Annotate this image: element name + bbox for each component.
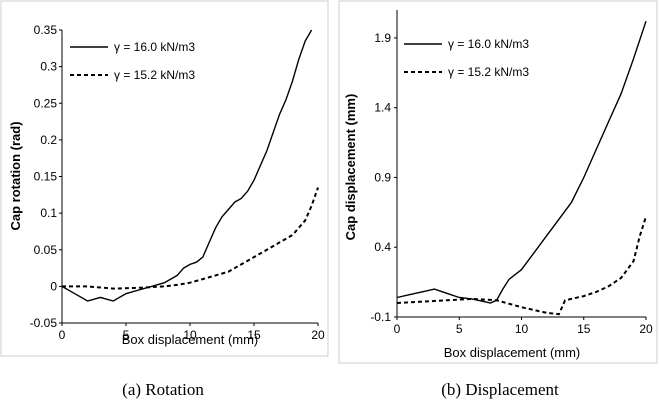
x-tick-label: 5 (123, 328, 130, 342)
y-tick-label: -0.05 (30, 316, 58, 330)
y-axis-title: Cap displacement (mm) (343, 94, 358, 241)
data-series (61, 29, 319, 302)
x-tick-label: 15 (247, 328, 261, 342)
legend-label: γ = 15.2 kN/m3 (448, 65, 529, 79)
chart-frame (338, 0, 658, 364)
panel-caption: (b) Displacement (441, 380, 559, 399)
y-tick-label: 0 (50, 279, 57, 293)
y-axis-title: Cap rotation (rad) (8, 121, 23, 230)
y-tick-label: 0.15 (34, 170, 58, 184)
y-tick-label: 0.9 (374, 170, 391, 184)
series-line-15-2 (396, 216, 647, 316)
y-tick-label: 0.3 (40, 60, 57, 74)
legend-label: γ = 16.0 kN/m3 (114, 40, 195, 54)
x-tick-label: 5 (456, 322, 463, 336)
y-tick-label: 1.9 (374, 31, 391, 45)
y-tick-label: 0.1 (40, 206, 57, 220)
legend-label: γ = 15.2 kN/m3 (114, 68, 195, 82)
y-tick-label: 0.35 (34, 23, 58, 37)
legend-label: γ = 16.0 kN/m3 (448, 37, 529, 51)
y-tick-label: 0.25 (34, 96, 58, 110)
chart-frame (0, 0, 329, 357)
x-tick-label: 20 (639, 322, 653, 336)
legend: γ = 16.0 kN/m3 γ = 15.2 kN/m3 (404, 37, 529, 79)
data-series (396, 20, 647, 316)
x-tick-label: 15 (577, 322, 591, 336)
x-tick-label: 20 (311, 328, 325, 342)
rotation-chart-panel: Cap rotation (rad) Box displacement (mm)… (0, 0, 329, 399)
y-tick-label: 0.05 (34, 243, 58, 257)
legend: γ = 16.0 kN/m3 γ = 15.2 kN/m3 (70, 40, 195, 82)
y-tick-label: -0.1 (370, 310, 391, 324)
y-tick-label: 0.2 (40, 133, 57, 147)
series-line-15-2 (62, 187, 319, 290)
series-line-16-0 (61, 29, 313, 302)
panel-caption: (a) Rotation (122, 380, 204, 399)
displacement-chart-panel: Cap displacement (mm) Box displacement (… (338, 0, 658, 399)
x-tick-label: 10 (183, 328, 197, 342)
y-tick-label: 0.4 (374, 240, 391, 254)
x-axis-title: Box displacement (mm) (444, 345, 581, 360)
x-tick-label: 0 (59, 328, 66, 342)
x-tick-label: 0 (394, 322, 401, 336)
y-tick-label: 1.4 (374, 101, 391, 115)
x-axis-title: Box displacement (mm) (122, 332, 259, 347)
x-tick-label: 10 (515, 322, 529, 336)
series-line-16-0 (396, 20, 647, 304)
axes: -0.1 0.4 0.9 1.4 1.9 0 5 10 15 20 (370, 10, 653, 336)
